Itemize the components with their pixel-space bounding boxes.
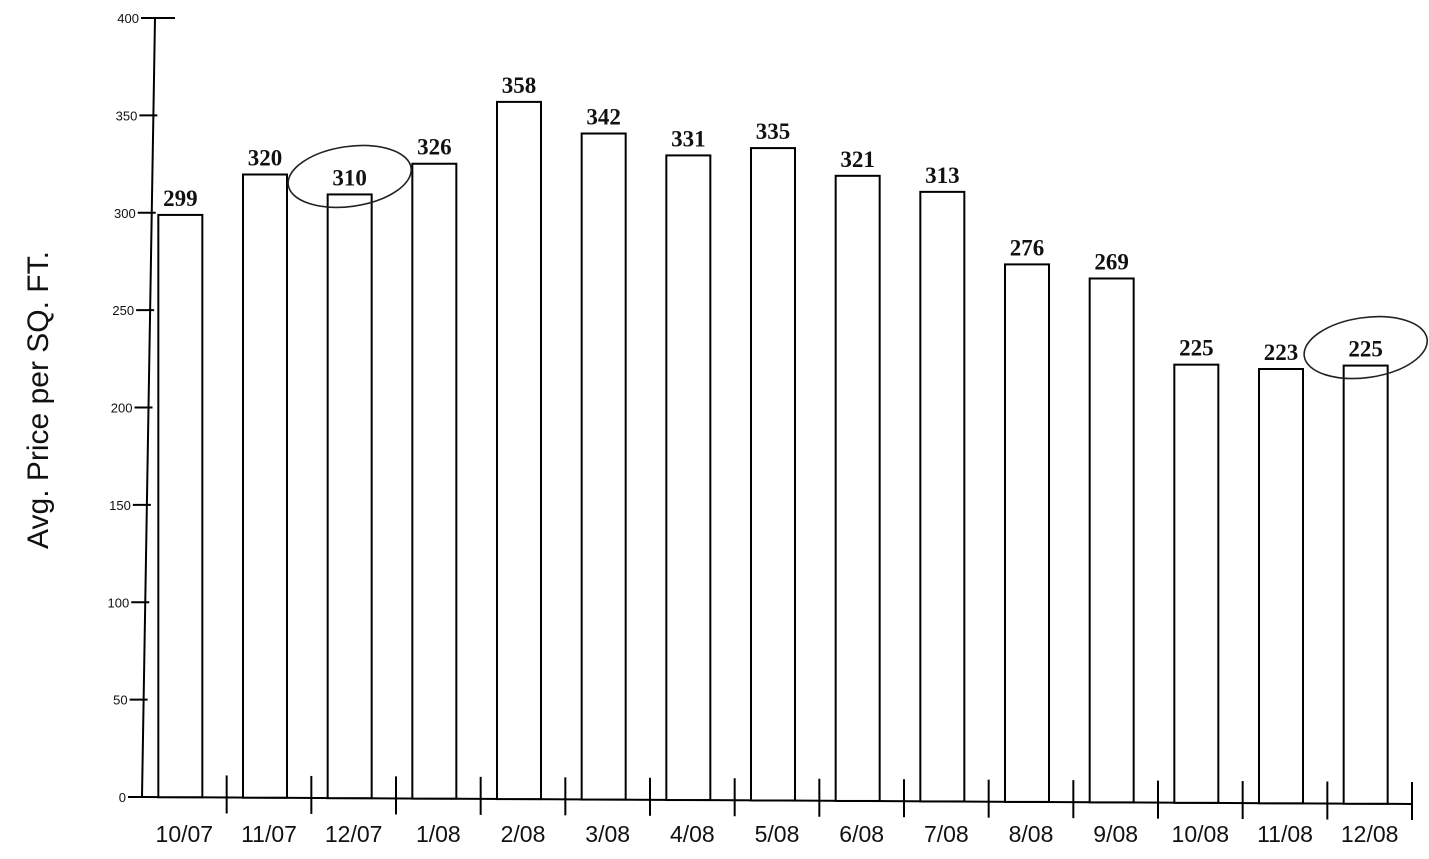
y-ticks: 0 50 100 150 200 250 300 350 400 — [108, 11, 175, 805]
bar — [1342, 364, 1389, 805]
data-label: 310 — [332, 165, 367, 190]
bar — [326, 193, 373, 800]
bar — [1088, 277, 1135, 804]
x-tick-label: 11/07 — [241, 821, 297, 847]
bars: 299 320 310 326 358 342 331 335 321 313 276 269 225 2… — [157, 73, 1389, 805]
bar — [496, 100, 542, 801]
bar — [242, 173, 288, 799]
data-label: 335 — [756, 119, 791, 144]
bar — [834, 174, 881, 802]
circle-annotation — [1303, 315, 1429, 380]
data-label: 269 — [1094, 249, 1129, 274]
x-tick-label: 5/08 — [755, 821, 800, 847]
data-label: 321 — [840, 147, 875, 172]
data-label: 326 — [417, 135, 452, 160]
y-tick-label: 0 — [119, 790, 126, 805]
bar — [1258, 368, 1304, 805]
x-tick-label: 12/07 — [325, 821, 383, 847]
data-label: 358 — [502, 73, 537, 98]
data-label: 299 — [163, 186, 198, 211]
x-tick-label: 12/08 — [1341, 821, 1399, 847]
x-tick-label: 4/08 — [670, 821, 715, 847]
data-label: 313 — [925, 163, 960, 188]
bar — [411, 162, 458, 800]
y-tick-label: 100 — [108, 595, 130, 610]
bar — [580, 132, 627, 801]
x-tick-label: 3/08 — [585, 821, 630, 847]
bar — [665, 154, 712, 802]
x-tick-label: 11/08 — [1257, 821, 1313, 847]
bar — [1004, 263, 1050, 803]
x-tick-label: 1/08 — [416, 821, 461, 847]
annotations — [287, 144, 1429, 380]
data-label: 320 — [248, 146, 283, 171]
y-tick-label: 400 — [117, 11, 139, 26]
data-label: 225 — [1348, 337, 1383, 362]
y-tick-label: 300 — [114, 206, 136, 221]
y-tick-label: 250 — [112, 303, 134, 318]
x-tick-label: 10/08 — [1172, 821, 1230, 847]
y-tick-label: 150 — [109, 498, 131, 513]
x-tick-label: 2/08 — [501, 821, 546, 847]
y-tick-label: 200 — [111, 401, 133, 416]
x-tick-label: 9/08 — [1093, 821, 1138, 847]
x-tick-label: 8/08 — [1009, 821, 1054, 847]
bar — [1173, 363, 1220, 804]
bar — [919, 190, 966, 803]
data-label: 223 — [1264, 340, 1299, 365]
bar — [157, 213, 204, 799]
y-tick-label: 350 — [116, 108, 138, 123]
y-tick-label: 50 — [113, 693, 127, 708]
x-ticks: 10/07 11/07 12/07 1/08 2/08 3/08 4/08 5/08 6/08 7… — [156, 775, 1413, 847]
data-label: 276 — [1010, 235, 1045, 260]
x-tick-label: 10/07 — [156, 821, 214, 847]
data-label: 342 — [586, 105, 621, 130]
x-tick-label: 6/08 — [839, 821, 884, 847]
x-tick-label: 7/08 — [924, 821, 969, 847]
circle-annotation — [287, 144, 413, 209]
data-label: 225 — [1179, 336, 1214, 361]
bar — [750, 147, 796, 802]
data-label: 331 — [671, 126, 706, 151]
y-axis-title: Avg. Price per SQ. FT. — [22, 251, 55, 549]
